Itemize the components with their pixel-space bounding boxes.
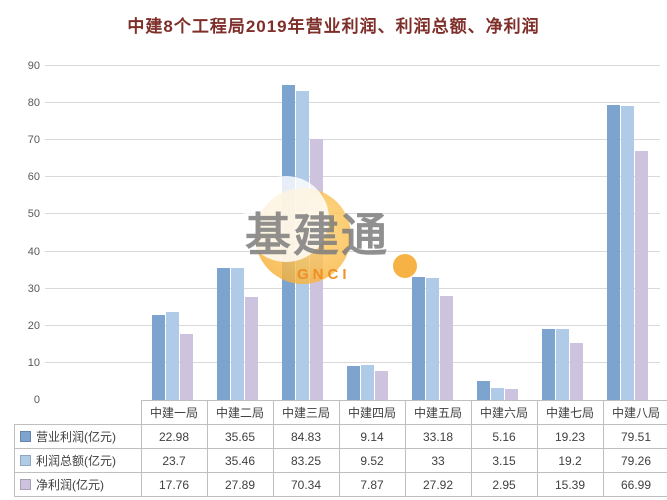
- value-cell: 15.39: [536, 472, 604, 497]
- y-axis-tick-label: 50: [27, 208, 40, 221]
- bar-series-1: [477, 380, 490, 400]
- value-cell: 22.98: [140, 424, 208, 449]
- gridline: [45, 287, 660, 289]
- bar-series-2: [361, 364, 374, 400]
- bar-series-2: [426, 277, 439, 400]
- gridline: [45, 361, 660, 363]
- bar-series-3: [245, 296, 258, 400]
- value-cell: 3.15: [470, 448, 538, 473]
- value-cell: 35.65: [206, 424, 274, 449]
- value-cell: 79.26: [602, 448, 667, 473]
- series-name-cell: 利润总额(亿元): [14, 448, 142, 473]
- value-cell: 27.89: [206, 472, 274, 497]
- value-cell: 33.18: [404, 424, 472, 449]
- series-name-cell: 营业利润(亿元): [14, 424, 142, 449]
- y-axis-tick-label: 40: [27, 245, 40, 258]
- gridline: [45, 250, 660, 252]
- table-row: 净利润(亿元) 17.76 27.89 70.34 7.87 27.92 2.95 15.39…: [14, 472, 667, 497]
- bar-group: [205, 66, 270, 400]
- table-row: 营业利润(亿元) 22.98 35.65 84.83 9.14 33.18 5.16 19.2…: [14, 424, 667, 449]
- legend-swatch: [20, 455, 31, 466]
- category-header: 中建三局: [272, 400, 340, 425]
- bar-series-3: [570, 342, 583, 400]
- table-corner-cell: [15, 401, 142, 425]
- category-header: 中建七局: [536, 400, 604, 425]
- bar-series-1: [542, 328, 555, 400]
- bar-series-3: [635, 151, 648, 400]
- gridline: [45, 176, 660, 178]
- value-cell: 9.52: [338, 448, 406, 473]
- value-cell: 2.95: [470, 472, 538, 497]
- table-row: 利润总额(亿元) 23.7 35.46 83.25 9.52 33 3.15 19.2 79.2…: [14, 448, 667, 473]
- category-header: 中建八局: [602, 400, 667, 425]
- value-cell: 70.34: [272, 472, 340, 497]
- bar-group: [465, 66, 530, 400]
- bar-series-3: [440, 296, 453, 400]
- bar-series-1: [347, 366, 360, 400]
- y-axis-tick-label: 20: [27, 319, 40, 332]
- y-axis-tick-label: 10: [27, 356, 40, 369]
- bar-series-1: [607, 104, 620, 400]
- value-cell: 84.83: [272, 424, 340, 449]
- bar-series-2: [231, 268, 244, 400]
- category-header: 中建二局: [206, 400, 274, 425]
- bar-group: [335, 66, 400, 400]
- gridline: [45, 102, 660, 104]
- bar-series-2: [621, 105, 634, 400]
- y-axis: 0 10 20 30 40 50 60 70 80 90: [10, 60, 40, 406]
- value-cell: 9.14: [338, 424, 406, 449]
- value-cell: 19.23: [536, 424, 604, 449]
- category-header: 中建六局: [470, 400, 538, 425]
- bar-series-1: [282, 85, 295, 400]
- bar-group: [140, 66, 205, 400]
- value-cell: 23.7: [140, 448, 208, 473]
- bar-area: [140, 66, 660, 400]
- bar-group: [400, 66, 465, 400]
- category-header: 中建一局: [140, 400, 208, 425]
- bar-series-2: [491, 388, 504, 400]
- value-cell: 7.87: [338, 472, 406, 497]
- bar-series-1: [217, 267, 230, 400]
- y-axis-tick-label: 60: [27, 171, 40, 184]
- chart-title: 中建8个工程局2019年营业利润、利润总额、净利润: [127, 17, 540, 36]
- bar-group: [595, 66, 660, 400]
- y-axis-tick-label: 0: [33, 394, 40, 406]
- category-header: 中建五局: [404, 400, 472, 425]
- bar-group: [270, 66, 335, 400]
- value-cell: 5.16: [470, 424, 538, 449]
- value-cell: 17.76: [140, 472, 208, 497]
- gridline: [45, 324, 660, 326]
- series-name-cell: 净利润(亿元): [14, 472, 142, 497]
- bar-series-2: [166, 312, 179, 400]
- bar-series-1: [412, 276, 425, 400]
- bar-series-3: [375, 370, 388, 400]
- value-cell: 27.92: [404, 472, 472, 497]
- value-cell: 66.99: [602, 472, 667, 497]
- y-axis-tick-label: 30: [27, 282, 40, 295]
- value-cell: 79.51: [602, 424, 667, 449]
- gridline: [45, 139, 660, 141]
- plot-area: [45, 60, 660, 400]
- y-axis-tick-label: 90: [27, 60, 40, 72]
- bar-group: [530, 66, 595, 400]
- bar-series-3: [310, 138, 323, 400]
- value-cell: 19.2: [536, 448, 604, 473]
- bar-series-2: [296, 91, 309, 400]
- bar-series-3: [505, 389, 518, 400]
- gridline: [45, 65, 660, 66]
- value-cell: 83.25: [272, 448, 340, 473]
- legend-swatch: [20, 479, 31, 490]
- legend-swatch: [20, 431, 31, 442]
- bar-series-3: [180, 334, 193, 400]
- category-header: 中建四局: [338, 400, 406, 425]
- gridline: [45, 213, 660, 215]
- bar-series-2: [556, 328, 569, 400]
- data-table: 中建一局 中建二局 中建三局 中建四局 中建五局 中建六局 中建七局 中建八局 营业利润(亿元)…: [14, 400, 667, 497]
- value-cell: 33: [404, 448, 472, 473]
- y-axis-tick-label: 80: [27, 97, 40, 110]
- y-axis-tick-label: 70: [27, 134, 40, 147]
- bar-series-1: [152, 314, 165, 400]
- value-cell: 35.46: [206, 448, 274, 473]
